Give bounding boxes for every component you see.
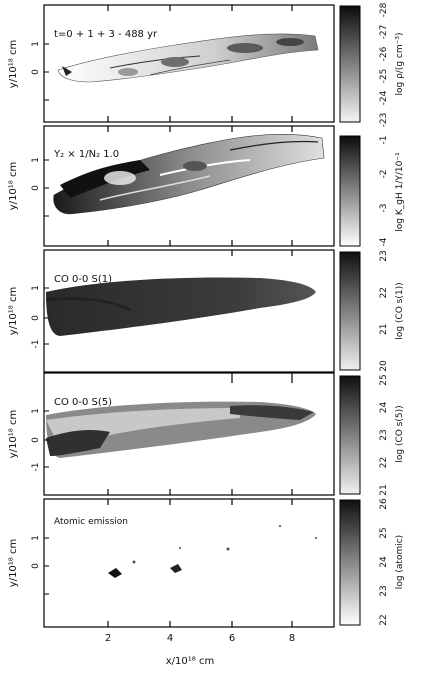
panel-co-s5-title: CO 0-0 S(5): [54, 397, 112, 408]
panel-atomic-title: Atomic emission: [54, 517, 128, 527]
panel-tracer-ytick: 0: [31, 185, 41, 191]
x-tick-label: 8: [289, 633, 295, 644]
panel-co-s1-ytick: 0: [31, 315, 41, 321]
colorbar-tick-label: -4: [379, 237, 389, 246]
panel-atomic-ylabel: y/10¹⁸ cm: [8, 539, 19, 587]
colorbar-tick-label: 25: [379, 527, 389, 538]
panel-co-s1-title: CO 0-0 S(1): [54, 274, 112, 285]
colorbar-tick-label: 26: [379, 498, 389, 510]
colorbar-tick-label: 24: [379, 556, 389, 568]
panel-tracer-title: Y₂ × 1/N₂ 1.0: [53, 149, 119, 160]
panel-tracer-ylabel: y/10¹⁸ cm: [8, 162, 19, 210]
x-tick-label: 4: [167, 633, 173, 644]
panel-density-image: [57, 33, 319, 83]
colorbars: [339, 5, 361, 626]
panel-density-title: t=0 + 1 + 3 - 488 yr: [54, 29, 158, 40]
panel-atomic-colorbar-label: log (atomic): [395, 535, 405, 589]
panel-tracer-colorbar-label: log K_gH 1/Y/10⁻¹: [395, 152, 405, 232]
panel-co-s1-ylabel: y/10¹⁸ cm: [8, 287, 19, 335]
y-tick-labels: 0 1 0 1 -1 0 1 -1 0 1 0 1: [31, 41, 41, 569]
panel-atomic-image: [108, 524, 318, 578]
panel-atomic-ytick: 1: [31, 535, 41, 541]
panel-co-s1-ytick: 1: [31, 285, 41, 291]
panel-density-colorbar: [339, 5, 361, 123]
panel-co-s5-ytick: -1: [31, 463, 41, 472]
panel-density-colorbar-label: log ρ/(g cm⁻³): [395, 33, 405, 96]
colorbar-tick-label: 23: [379, 429, 389, 440]
colorbar-tick-label: 22: [379, 287, 389, 298]
x-tick-marks: [107, 5, 293, 627]
panel-co-s1-colorbar: [339, 251, 361, 371]
colorbar-labels: log ρ/(g cm⁻³) log K_gH 1/Y/10⁻¹ log (CO…: [395, 33, 405, 590]
colorbar-tick-label: 23: [379, 585, 389, 596]
y-axis-labels: y/10¹⁸ cm y/10¹⁸ cm y/10¹⁸ cm y/10¹⁸ cm …: [8, 40, 19, 587]
panel-atomic-colorbar: [339, 499, 361, 626]
panel-co-s1-colorbar-label: log (CO s(1)): [395, 282, 405, 339]
colorbar-tick-label: 21: [379, 324, 389, 335]
colorbar-tick-label: 22: [379, 614, 389, 625]
colorbar-tick-label: -2: [379, 170, 389, 179]
panel-density-ylabel: y/10¹⁸ cm: [8, 40, 19, 88]
panel-titles: t=0 + 1 + 3 - 488 yr Y₂ × 1/N₂ 1.0 CO 0-…: [53, 29, 158, 527]
panel-co-s5-ylabel: y/10¹⁸ cm: [8, 410, 19, 458]
panel-co-s5-ytick: 1: [31, 408, 41, 414]
colorbar-tick-label: -26: [379, 46, 389, 61]
colorbar-tick-label: 22: [379, 457, 389, 468]
panel-co-s5-ytick: 0: [31, 437, 41, 443]
y-tick-marks: [44, 43, 49, 595]
panel-density-ytick: 0: [31, 69, 41, 75]
colorbar-tick-label: 23: [379, 250, 389, 261]
colorbar-tick-label: 21: [379, 484, 389, 495]
panel-atomic-ytick: 0: [31, 563, 41, 569]
colorbar-tick-label: 20: [379, 360, 389, 372]
colorbar-tick-label: -1: [379, 136, 389, 145]
panel-tracer-colorbar: [339, 135, 361, 247]
colorbar-tick-label: -27: [379, 25, 389, 40]
colorbar-tick-labels: -23 -24 -25 -26 -27 -28 -4 -3 -2 -1 20 21 22 23 21 22 23…: [379, 2, 389, 625]
x-tick-labels: 2 4 6 8: [105, 633, 295, 644]
colorbar-tick-label: 24: [379, 402, 389, 414]
panel-co-s1-image: [45, 277, 316, 336]
panel-tracer-ytick: 1: [31, 157, 41, 163]
panel-co-s5-colorbar-label: log (CO s(5)): [395, 405, 405, 462]
colorbar-tick-label: -28: [379, 2, 389, 17]
colorbar-tick-label: -23: [379, 113, 389, 128]
x-tick-label: 2: [105, 633, 111, 644]
panel-atomic-frame: [43, 498, 335, 628]
panel-co-s5-image: [46, 401, 316, 458]
colorbar-tick-label: -3: [379, 204, 389, 213]
x-tick-label: 6: [229, 633, 235, 644]
panel-co-s5-colorbar: [339, 375, 361, 495]
colorbar-tick-label: -24: [379, 90, 389, 105]
colorbar-tick-label: -25: [379, 69, 389, 84]
panel-co-s1-ytick: -1: [31, 340, 41, 349]
panel-tracer-image: [53, 134, 325, 215]
panel-density-ytick: 1: [31, 41, 41, 47]
x-axis-label: x/10¹⁸ cm: [166, 656, 214, 667]
colorbar-tick-label: 25: [379, 374, 389, 385]
